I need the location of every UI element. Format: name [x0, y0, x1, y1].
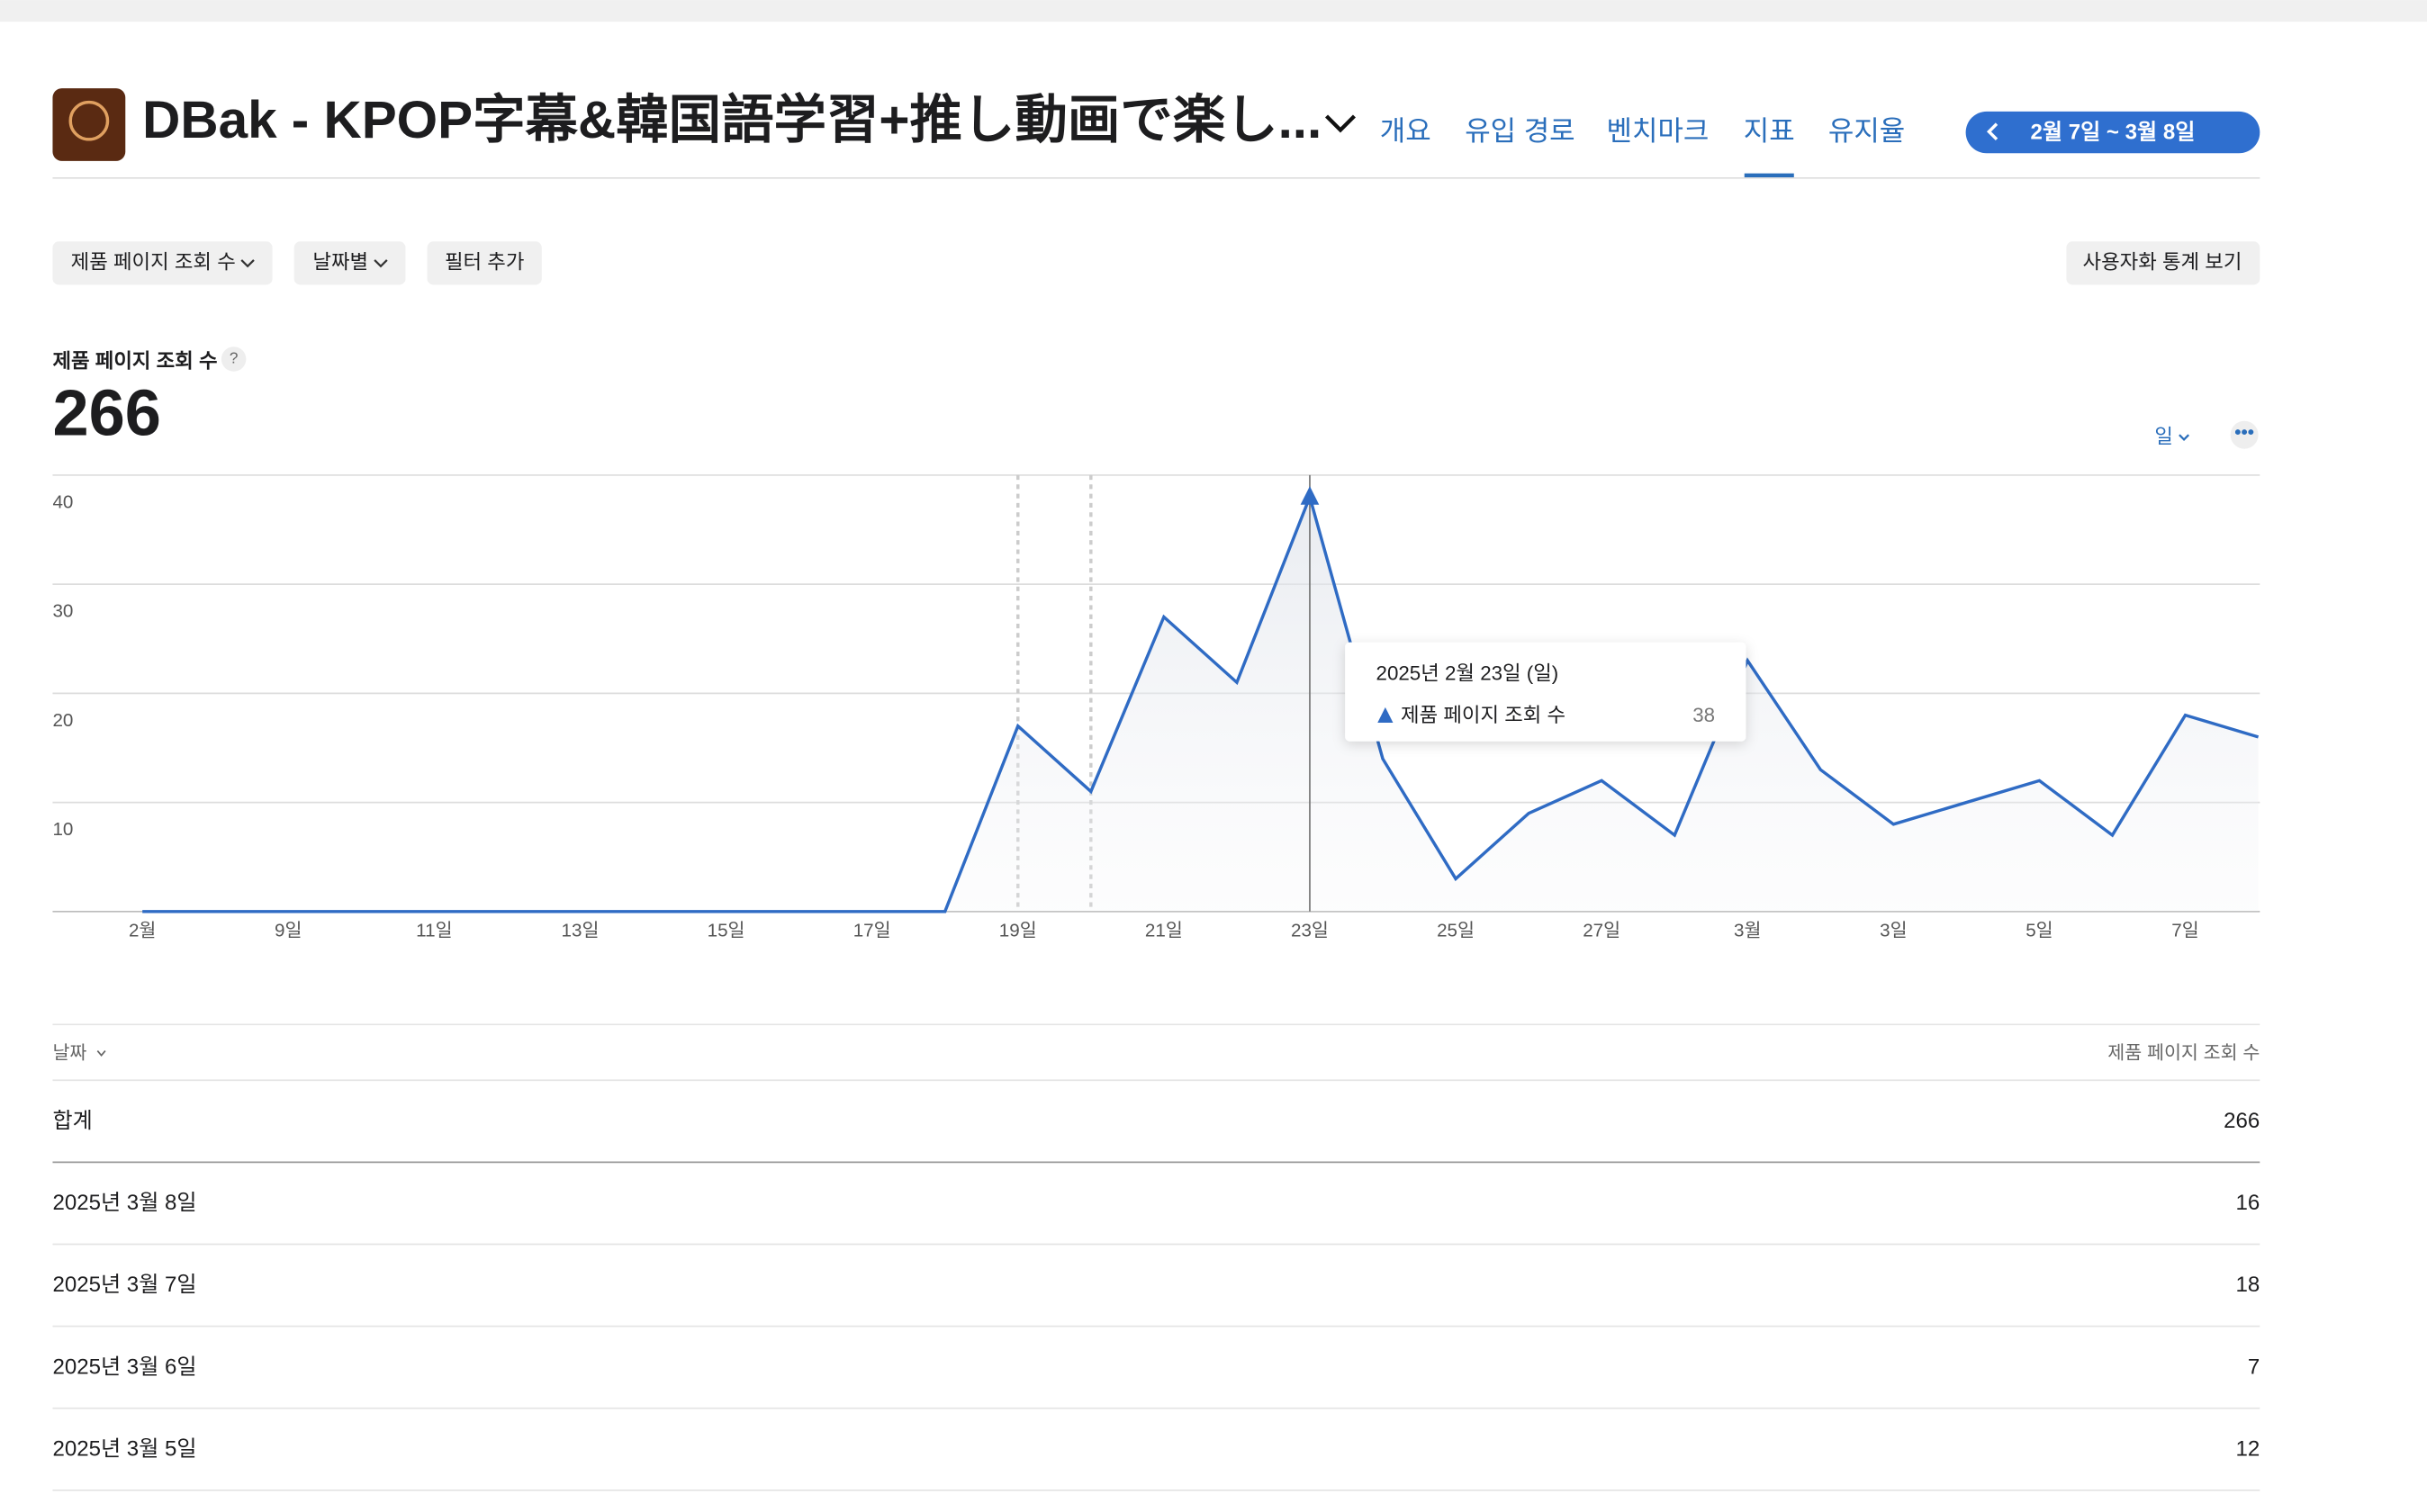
tab[interactable]: 개요: [1380, 115, 1431, 147]
y-tick-label: 30: [52, 601, 73, 622]
filter-label: 날짜별: [312, 250, 368, 273]
x-tick-label: 21일: [1145, 921, 1183, 941]
filter-chevron: [240, 259, 255, 268]
filter-label: 필터 추가: [445, 250, 524, 273]
x-tick-label: 2월: [129, 921, 156, 941]
tab[interactable]: 지표: [1744, 115, 1795, 147]
table-header[interactable]: 날짜: [52, 1042, 86, 1063]
custom-view-label: 사용자화 통계 보기: [2083, 250, 2242, 273]
table-cell: 2025년 3월 8일: [52, 1191, 196, 1215]
period-select[interactable]: 일: [2154, 426, 2173, 448]
top-bar: [0, 0, 2427, 22]
metric-label: 제품 페이지 조회 수: [52, 349, 217, 372]
date-range: 2월 7일 ~ 3월 8일: [2031, 120, 2196, 144]
x-tick-label: 7일: [2171, 921, 2198, 941]
more-dots: •••: [2234, 422, 2254, 443]
filter-button[interactable]: [293, 241, 406, 285]
x-tick-label: 3일: [1880, 921, 1907, 941]
x-tick-label: 13일: [562, 921, 600, 941]
tooltip: [1345, 642, 1746, 742]
x-tick-label: 11일: [416, 921, 452, 941]
filter-label: 제품 페이지 조회 수: [71, 250, 236, 273]
tooltip-value: 38: [1692, 704, 1715, 726]
icon-mark: [68, 100, 110, 141]
sort-chevron: [96, 1049, 106, 1058]
table-cell: 16: [2236, 1191, 2260, 1215]
filter-button[interactable]: [427, 241, 542, 285]
x-tick-label: 5일: [2026, 921, 2053, 941]
table-cell: 12: [2236, 1437, 2260, 1462]
app-title: DBak - KPOP字幕&韓国語学習+推し動画で楽し...: [142, 91, 1322, 149]
y-tick-label: 10: [52, 819, 73, 840]
custom-view-button[interactable]: [2066, 241, 2260, 285]
filter-button[interactable]: [52, 241, 273, 285]
area: [142, 497, 2259, 912]
table-cell: 2025년 3월 5일: [52, 1437, 196, 1462]
help-mark: ?: [230, 349, 239, 367]
app-icon: [52, 88, 126, 161]
y-tick-label: 40: [52, 491, 73, 512]
tab-underline: [1744, 173, 1794, 178]
date-prev[interactable]: [1986, 122, 1998, 141]
period-chevron: [2179, 434, 2190, 441]
table-cell: 2025년 3월 6일: [52, 1354, 196, 1379]
x-tick-label: 27일: [1583, 921, 1620, 941]
x-tick-label: 9일: [275, 921, 302, 941]
metric-total: 266: [52, 377, 160, 449]
date-range-button[interactable]: [1965, 111, 2260, 154]
table-cell: 266: [2224, 1109, 2260, 1133]
app-dropdown[interactable]: [1324, 114, 1356, 133]
table-cell: 합계: [52, 1109, 92, 1133]
x-tick-label: 25일: [1437, 921, 1475, 941]
x-tick-label: 19일: [999, 921, 1037, 941]
table-cell: 7: [2248, 1354, 2260, 1379]
table-header: 제품 페이지 조회 수: [2107, 1042, 2260, 1063]
table-cell: 2025년 3월 7일: [52, 1273, 196, 1297]
series-line: [142, 491, 2260, 914]
x-tick-label: 3월: [1734, 921, 1761, 941]
y-tick-label: 20: [52, 710, 73, 731]
x-tick-label: 15일: [708, 921, 745, 941]
tooltip-series: 제품 페이지 조회 수: [1401, 704, 1565, 726]
x-tick-label: 17일: [853, 921, 891, 941]
more-button[interactable]: [2230, 420, 2259, 449]
tooltip-marker: [1377, 706, 1394, 724]
x-tick-label: 23일: [1291, 921, 1329, 941]
table-cell: 18: [2236, 1273, 2260, 1297]
hover-marker: [1300, 486, 1320, 505]
tab[interactable]: 벤치마크: [1607, 115, 1710, 147]
filter-chevron: [374, 259, 388, 268]
tab[interactable]: 유입 경로: [1465, 115, 1574, 147]
tab[interactable]: 유지율: [1828, 115, 1905, 147]
tooltip-date: 2025년 2월 23일 (일): [1376, 662, 1559, 685]
help-icon[interactable]: [221, 346, 247, 372]
